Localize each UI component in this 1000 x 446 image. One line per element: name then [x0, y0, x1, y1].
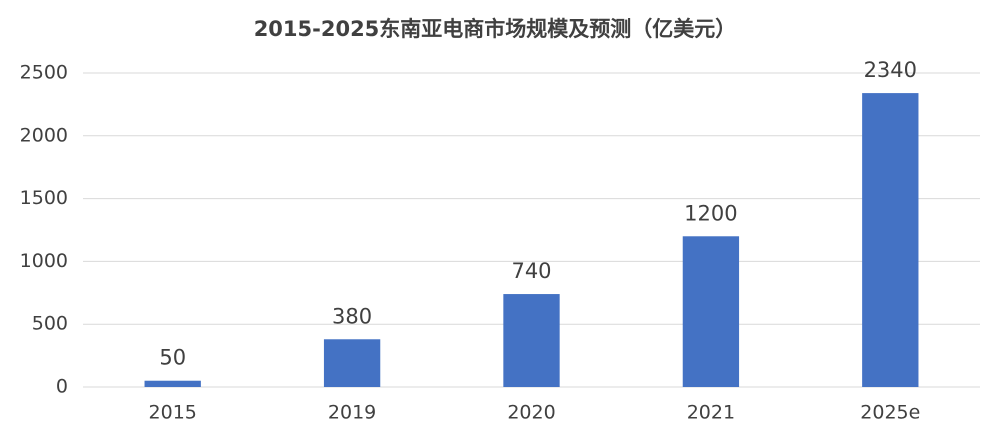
y-tick-label: 2000 [20, 124, 68, 146]
chart-title: 2015-2025东南亚电商市场规模及预测（亿美元） [254, 17, 737, 41]
x-tick-label: 2015 [149, 402, 197, 424]
x-tick-label: 2020 [507, 402, 555, 424]
y-tick-label: 500 [32, 313, 68, 335]
value-label: 740 [511, 259, 551, 283]
bar [862, 93, 919, 387]
value-label: 380 [332, 304, 372, 328]
x-tick-label: 2021 [687, 402, 735, 424]
y-tick-label: 0 [56, 376, 68, 398]
x-tick-label: 2025e [860, 402, 920, 424]
bar [144, 380, 201, 387]
y-tick-label: 1500 [20, 187, 68, 209]
y-tick-label: 1000 [20, 250, 68, 272]
x-tick-label: 2019 [328, 402, 376, 424]
value-label: 1200 [684, 201, 737, 225]
bar [682, 236, 740, 387]
value-label: 2340 [864, 58, 917, 82]
bar [503, 294, 560, 387]
value-label: 50 [159, 346, 186, 370]
bar [323, 339, 381, 387]
y-tick-label: 2500 [20, 62, 68, 84]
